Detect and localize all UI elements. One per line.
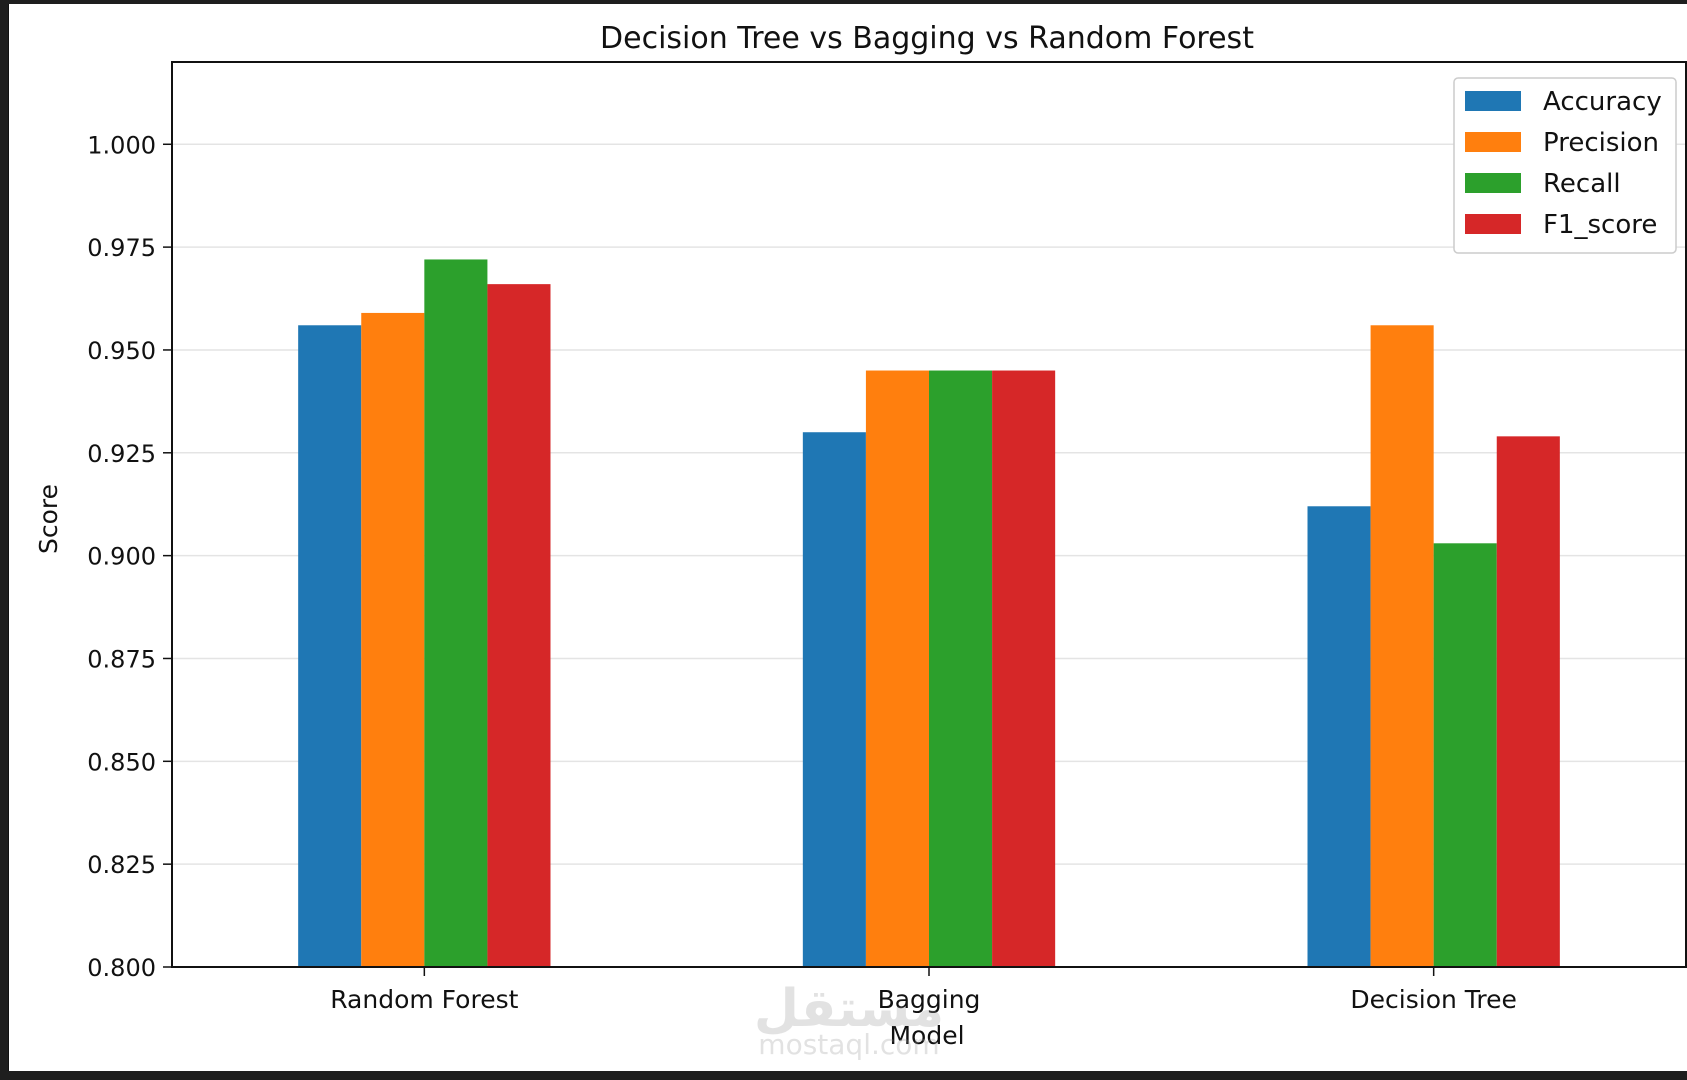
y-tick-label: 0.875 xyxy=(87,645,156,673)
y-axis-label: Score xyxy=(34,484,63,554)
x-axis-label: Model xyxy=(889,1021,964,1050)
watermark-arabic: مستقل xyxy=(754,979,944,1039)
y-tick-label: 0.900 xyxy=(87,543,156,571)
watermark-latin: mostaql.com xyxy=(758,1028,939,1061)
bar-recall-bagging xyxy=(929,370,993,968)
legend-label: Recall xyxy=(1543,169,1621,199)
bar-recall-random-forest xyxy=(424,259,488,967)
legend-label: F1_score xyxy=(1543,210,1657,240)
y-axis-ticks: 0.800 0.825 0.850 0.875 0.900 0.925 0.950 0.975… xyxy=(87,131,172,982)
legend-swatch xyxy=(1465,132,1521,152)
y-tick-label: 0.825 xyxy=(87,851,156,879)
legend-items: Accuracy Precision Recall F1_score xyxy=(1465,87,1662,240)
legend-swatch xyxy=(1465,173,1521,193)
y-tick-label: 0.975 xyxy=(87,234,156,262)
bar-precision-bagging xyxy=(865,370,929,968)
bar-recall-decision-tree xyxy=(1433,543,1497,967)
chart-canvas: Decision Tree vs Bagging vs Random Fores… xyxy=(8,4,1687,1071)
bar-f1-score-decision-tree xyxy=(1496,436,1560,967)
bars xyxy=(298,259,1560,968)
y-tick-label: 0.850 xyxy=(87,748,156,776)
y-tick-label: 1.000 xyxy=(87,131,156,159)
legend-swatch xyxy=(1465,91,1521,111)
legend-label: Precision xyxy=(1543,128,1659,158)
bar-precision-decision-tree xyxy=(1370,325,1434,968)
x-axis-ticks: Random Forest Bagging Decision Tree xyxy=(330,967,1517,1014)
y-tick-label: 0.800 xyxy=(87,954,156,982)
x-tick-label: Bagging xyxy=(878,985,981,1014)
x-tick-label: Decision Tree xyxy=(1350,985,1516,1014)
x-tick-label: Random Forest xyxy=(330,985,518,1014)
y-tick-label: 0.925 xyxy=(87,440,156,468)
legend: Accuracy Precision Recall F1_score xyxy=(1453,77,1677,254)
bar-f1-score-bagging xyxy=(992,370,1056,968)
watermark: مستقل mostaql.com xyxy=(754,979,944,1061)
y-tick-label: 0.950 xyxy=(87,337,156,365)
legend-swatch xyxy=(1465,214,1521,234)
bar-accuracy-random-forest xyxy=(298,325,362,968)
bar-chart: Decision Tree vs Bagging vs Random Fores… xyxy=(34,21,1687,1061)
bar-f1-score-random-forest xyxy=(487,284,551,967)
bar-accuracy-decision-tree xyxy=(1307,506,1371,967)
bar-precision-random-forest xyxy=(361,312,425,967)
legend-label: Accuracy xyxy=(1543,87,1662,117)
legend-box xyxy=(1453,77,1677,254)
chart-title: Decision Tree vs Bagging vs Random Fores… xyxy=(600,21,1254,56)
bar-accuracy-bagging xyxy=(802,432,866,967)
